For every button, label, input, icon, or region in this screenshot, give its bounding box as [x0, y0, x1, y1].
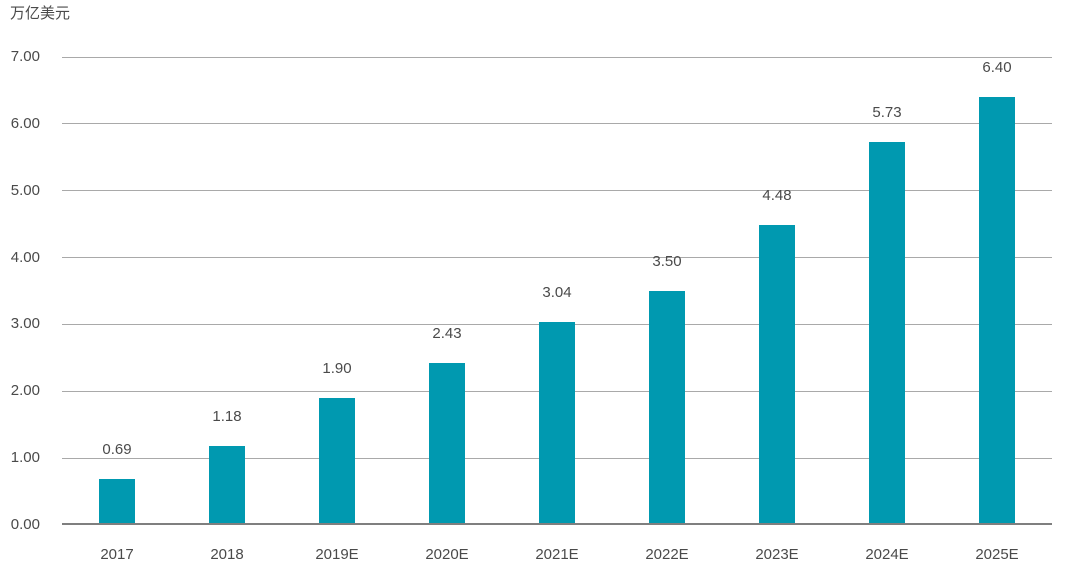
x-tick-label: 2017 — [100, 546, 134, 563]
x-tick-label: 2019E — [315, 546, 359, 563]
gridline — [62, 257, 1052, 259]
y-tick-label: 4.00 — [10, 248, 40, 266]
x-tick-label: 2021E — [535, 546, 579, 563]
plot-area: 0.69 1.18 1.90 2.43 3.04 3.50 4.48 5.73 6.40 — [62, 56, 1052, 525]
x-tick-label: 2018 — [210, 546, 244, 563]
y-tick-label: 1.00 — [10, 449, 40, 467]
y-tick-label: 5.00 — [10, 181, 40, 199]
bar-value-label: 1.90 — [322, 359, 352, 377]
bar-value-label: 3.50 — [652, 253, 682, 270]
y-axis-unit-label: 万亿美元 — [10, 5, 71, 22]
x-tick-label: 2022E — [645, 546, 689, 563]
x-tick-label: 2023E — [755, 546, 799, 563]
gridline — [62, 123, 1052, 125]
bar-2018 — [209, 446, 245, 523]
bar-2023E — [759, 225, 795, 523]
bar-value-label: 1.18 — [212, 408, 242, 426]
y-tick-label: 0.00 — [10, 516, 40, 533]
bar-2020E — [429, 362, 465, 523]
y-tick-label: 3.00 — [10, 315, 40, 333]
x-axis-line — [62, 523, 1052, 525]
bar-value-label: 4.48 — [762, 187, 792, 205]
y-tick-label: 2.00 — [10, 382, 40, 400]
bar-value-label: 6.40 — [982, 59, 1012, 77]
bar-value-label: 5.73 — [872, 103, 902, 121]
bar-value-label: 0.69 — [102, 440, 132, 458]
bar-2022E — [649, 291, 685, 523]
gridline — [62, 56, 1052, 58]
y-tick-label: 7.00 — [10, 48, 40, 65]
gridline — [62, 190, 1052, 192]
bar-2021E — [539, 321, 575, 523]
x-tick-label: 2025E — [975, 546, 1019, 563]
bar-value-label: 2.43 — [432, 324, 462, 342]
x-tick-label: 2020E — [425, 546, 469, 563]
bar-2017 — [99, 478, 135, 523]
bar-2024E — [869, 141, 905, 523]
bar-2025E — [979, 97, 1015, 523]
y-tick-label: 6.00 — [10, 114, 40, 132]
bar-2019E — [319, 397, 355, 523]
x-tick-label: 2024E — [865, 546, 909, 563]
bar-value-label: 3.04 — [542, 283, 572, 301]
